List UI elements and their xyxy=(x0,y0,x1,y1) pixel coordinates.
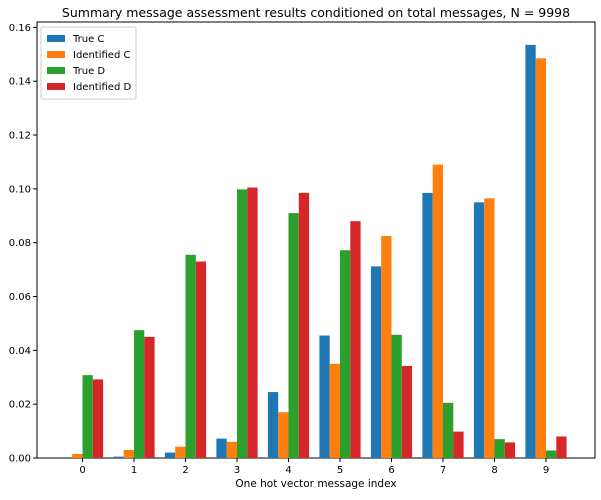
bar-identified-c-5 xyxy=(329,363,340,458)
y-tick-label: 0.12 xyxy=(9,131,31,142)
legend-box xyxy=(40,26,137,100)
bar-identified-d-4 xyxy=(298,192,310,458)
bar-identified-d-8 xyxy=(504,442,516,458)
x-axis: 0 1 2 3 4 5 6 7 8 9 xyxy=(79,458,549,476)
bar-true-d-1 xyxy=(134,330,145,458)
x-tick-label: 9 xyxy=(543,465,549,476)
bar-true-c-1 xyxy=(113,456,124,458)
y-tick-label: 0.14 xyxy=(9,77,31,88)
x-tick-label: 2 xyxy=(182,465,188,476)
bar-identified-d-7 xyxy=(453,431,464,458)
bar-identified-d-9 xyxy=(556,436,567,458)
x-tick-label: 4 xyxy=(285,465,291,476)
bar-true-d-8 xyxy=(494,439,505,458)
legend-label: Identified C xyxy=(73,50,130,61)
bar-true-c-7 xyxy=(422,192,433,458)
legend: True C Identified C True D Identified D xyxy=(40,26,137,100)
bar-identified-c-4 xyxy=(278,412,289,458)
plot-frame xyxy=(36,21,596,459)
bar-true-d-0 xyxy=(82,375,93,458)
bar-true-c-5 xyxy=(319,335,330,458)
y-tick-label: 0.04 xyxy=(9,346,31,357)
y-tick-label: 0.10 xyxy=(9,184,31,195)
bar-identified-c-9 xyxy=(535,58,546,458)
bar-identified-c-1 xyxy=(123,449,134,458)
bar-true-c-2 xyxy=(164,452,176,458)
y-tick-label: 0.06 xyxy=(9,292,31,303)
y-tick-label: 0.02 xyxy=(9,400,31,411)
bar-identified-d-2 xyxy=(195,261,207,458)
legend-swatch xyxy=(47,35,65,42)
bar-true-d-7 xyxy=(443,402,454,458)
bar-identified-c-0 xyxy=(72,453,83,458)
bar-identified-c-6 xyxy=(381,235,392,458)
bar-true-d-9 xyxy=(546,450,557,458)
y-tick-label: 0.16 xyxy=(9,23,31,34)
x-tick-label: 0 xyxy=(79,465,85,476)
y-axis: 0.00 0.02 0.04 0.06 0.08 0.10 0.12 0.14 0.16 xyxy=(9,23,37,465)
bar-true-c-9 xyxy=(525,44,536,458)
bar-identified-d-5 xyxy=(350,221,361,458)
x-tick-label: 5 xyxy=(337,465,343,476)
y-tick-label: 0.08 xyxy=(9,238,31,249)
bar-true-d-6 xyxy=(391,334,402,458)
legend-swatch xyxy=(47,83,65,90)
legend-label: True C xyxy=(72,34,104,45)
x-tick-label: 1 xyxy=(131,465,137,476)
bar-true-d-3 xyxy=(237,189,248,458)
legend-swatch xyxy=(47,51,65,58)
chart-title: Summary message assessment results condi… xyxy=(62,5,570,20)
bar-identified-c-3 xyxy=(226,441,237,458)
bar-identified-d-3 xyxy=(247,187,258,458)
legend-swatch xyxy=(47,67,65,74)
bar-identified-c-2 xyxy=(175,446,186,458)
bar-true-c-6 xyxy=(370,266,382,458)
bar-true-c-4 xyxy=(267,392,279,458)
bar-true-d-5 xyxy=(340,250,351,458)
bar-true-d-4 xyxy=(288,213,299,458)
legend-label: True D xyxy=(72,66,105,77)
legend-label: Identified D xyxy=(73,82,131,93)
x-tick-label: 8 xyxy=(491,465,497,476)
bar-true-c-3 xyxy=(216,438,227,458)
bar-identified-c-8 xyxy=(484,198,495,458)
y-tick-label: 0.00 xyxy=(9,454,31,465)
bars-group xyxy=(72,44,567,458)
bar-true-c-8 xyxy=(473,202,485,458)
bar-identified-d-1 xyxy=(144,336,155,458)
x-tick-label: 7 xyxy=(440,465,446,476)
x-tick-label: 6 xyxy=(388,465,394,476)
bar-true-d-2 xyxy=(185,254,196,458)
bar-identified-d-6 xyxy=(401,365,413,458)
bar-identified-c-7 xyxy=(432,164,443,458)
x-tick-label: 3 xyxy=(234,465,240,476)
bar-identified-d-0 xyxy=(92,379,104,458)
x-axis-label: One hot vector message index xyxy=(235,478,396,490)
